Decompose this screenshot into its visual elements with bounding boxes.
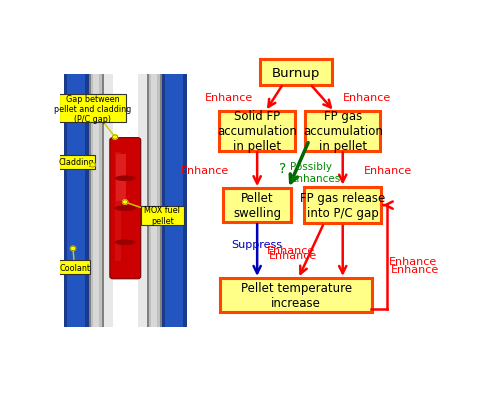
Ellipse shape <box>115 206 136 211</box>
Text: Solid FP
accumulation
in pellet: Solid FP accumulation in pellet <box>217 110 297 153</box>
Text: Enhance: Enhance <box>343 93 391 103</box>
FancyBboxPatch shape <box>110 138 141 279</box>
Bar <box>165 74 183 328</box>
Text: Burnup: Burnup <box>272 66 321 79</box>
Bar <box>91 74 102 328</box>
Text: Gap between
pellet and cladding
(P/C gap): Gap between pellet and cladding (P/C gap… <box>54 94 132 124</box>
Text: Pellet
swelling: Pellet swelling <box>233 192 281 220</box>
FancyBboxPatch shape <box>59 260 90 274</box>
Bar <box>147 74 162 328</box>
Circle shape <box>112 136 118 140</box>
FancyBboxPatch shape <box>305 112 381 151</box>
FancyBboxPatch shape <box>304 187 382 224</box>
FancyBboxPatch shape <box>220 278 372 312</box>
Text: Suppress: Suppress <box>232 239 283 249</box>
FancyBboxPatch shape <box>223 189 291 222</box>
Text: Enhance: Enhance <box>266 245 315 255</box>
Bar <box>67 74 85 328</box>
Text: Cladding: Cladding <box>59 158 95 167</box>
Circle shape <box>90 163 96 168</box>
Text: FP gas
accumulation
in pellet: FP gas accumulation in pellet <box>303 110 383 153</box>
Bar <box>89 74 104 328</box>
FancyBboxPatch shape <box>59 155 95 170</box>
Text: Possibly
enhances: Possibly enhances <box>290 162 340 184</box>
FancyBboxPatch shape <box>260 60 332 86</box>
Ellipse shape <box>115 240 136 245</box>
Circle shape <box>122 200 128 205</box>
Ellipse shape <box>115 176 136 182</box>
Text: Enhance: Enhance <box>391 264 439 274</box>
FancyBboxPatch shape <box>219 112 295 151</box>
Bar <box>104 74 113 328</box>
Text: Coolant: Coolant <box>59 263 90 272</box>
Bar <box>115 152 121 261</box>
Text: Enhance: Enhance <box>364 165 412 175</box>
Text: Enhance: Enhance <box>205 93 253 103</box>
Text: Enhance: Enhance <box>389 256 437 266</box>
Text: Pellet temperature
increase: Pellet temperature increase <box>240 281 352 309</box>
Text: ?: ? <box>279 162 287 176</box>
FancyBboxPatch shape <box>59 95 126 123</box>
Bar <box>64 74 89 328</box>
Text: FP gas release
into P/C gap: FP gas release into P/C gap <box>300 192 385 220</box>
Bar <box>138 74 147 328</box>
Bar <box>148 74 160 328</box>
Text: MOX fuel
pellet: MOX fuel pellet <box>144 206 180 225</box>
Bar <box>151 74 157 328</box>
Circle shape <box>71 247 76 251</box>
Bar <box>94 74 99 328</box>
FancyBboxPatch shape <box>141 206 184 225</box>
Bar <box>116 154 126 202</box>
Bar <box>162 74 187 328</box>
Text: Enhance: Enhance <box>181 165 229 175</box>
Text: Enhance: Enhance <box>268 250 317 260</box>
